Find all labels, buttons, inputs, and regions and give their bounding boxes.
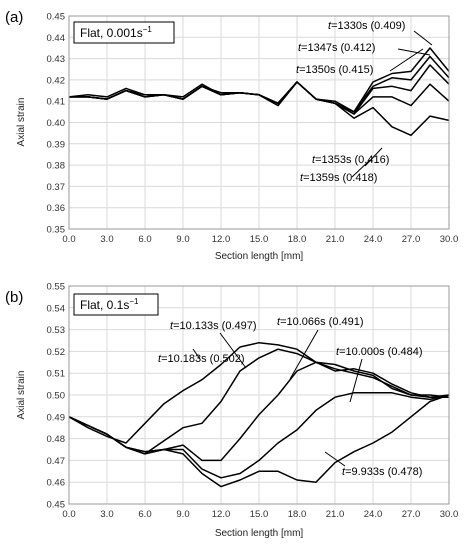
y-axis-label-b: Axial strain (16, 371, 27, 420)
x-tick-label: 3.0 (100, 234, 113, 245)
x-tick-label: 3.0 (100, 509, 113, 520)
annotation-label: t=1330s (0.409) (328, 20, 405, 32)
y-tick-label: 0.38 (47, 161, 66, 172)
y-tick-label: 0.44 (47, 33, 66, 44)
x-tick-label: 18.0 (288, 234, 307, 245)
x-tick-label: 12.0 (212, 509, 231, 520)
annotation-leader (324, 451, 346, 467)
x-tick-label: 0.0 (62, 234, 75, 245)
annotation-label: t=1359s (0.418) (300, 172, 377, 184)
x-tick-label: 27.0 (402, 234, 421, 245)
annotation-label: t=1347s (0.412) (298, 42, 375, 54)
y-tick-label: 0.45 (47, 500, 66, 511)
x-tick-label: 0.0 (62, 509, 75, 520)
annotation-leader (289, 329, 319, 380)
annotation-label: t=10.000s (0.484) (336, 346, 423, 358)
x-ticks-b: 0.0 3.0 6.0 9.0 12.0 15.0 18.0 21.0 24.0 27.0 30.0 (62, 509, 458, 520)
annotation-leader (351, 159, 371, 178)
y-tick-label: 0.45 (47, 12, 66, 23)
x-tick-label: 30.0 (440, 509, 459, 520)
panel-a: (a) 0.0 3.0 6.0 9.0 12.0 15.0 18.0 21.0 24.0 27.0… (5, 9, 458, 262)
y-tick-label: 0.47 (47, 456, 66, 467)
series-line-1330s (69, 81, 450, 137)
x-tick-label: 18.0 (288, 509, 307, 520)
x-tick-label: 6.0 (138, 509, 151, 520)
x-ticks-a: 0.0 3.0 6.0 9.0 12.0 15.0 18.0 21.0 24.0 27.0 30.0 (62, 234, 458, 245)
x-tick-label: 21.0 (326, 234, 345, 245)
y-tick-label: 0.55 (47, 282, 66, 293)
y-tick-label: 0.36 (47, 203, 66, 214)
panel-b: (b) 0.0 3.0 6.0 9.0 12.0 15.0 18.0 21.0 24.0 27.0… (5, 282, 458, 540)
condition-main-b: Flat, 0.1s (80, 298, 129, 312)
plot-area-b (68, 285, 450, 505)
series-line-10-183s (68, 341, 449, 444)
panel-label-a: (a) (5, 9, 23, 26)
annotations-b: t=10.183s (0.502) t=10.133s (0.497) t=10.0… (158, 316, 423, 478)
series-group-a (68, 47, 450, 137)
annotation-label: t=10.066s (0.491) (277, 316, 364, 328)
x-tick-label: 24.0 (364, 234, 383, 245)
y-tick-label: 0.48 (47, 434, 66, 445)
x-tick-label: 15.0 (250, 234, 269, 245)
annotation-leader (219, 332, 247, 369)
x-tick-label: 12.0 (212, 234, 231, 245)
annotation-label: t=10.133s (0.497) (170, 320, 257, 332)
y-tick-label: 0.52 (47, 347, 66, 358)
panel-label-b: (b) (5, 289, 23, 306)
x-tick-label: 6.0 (138, 234, 151, 245)
annotation-label: t=1353s (0.416) (312, 154, 389, 166)
condition-text-a: Flat, 0.001s−1 (80, 25, 152, 40)
annotation-leader (413, 30, 433, 46)
y-tick-label: 0.39 (47, 139, 66, 150)
x-tick-label: 30.0 (440, 234, 459, 245)
series-line-9-933s (68, 394, 450, 488)
y-tick-label: 0.53 (47, 325, 66, 336)
y-tick-label: 0.54 (47, 303, 66, 314)
condition-exp-b: −1 (129, 297, 139, 306)
x-tick-label: 24.0 (364, 509, 383, 520)
y-ticks-b: 0.45 0.46 0.47 0.48 0.49 0.50 0.51 0.52 0.53 0.54… (47, 282, 66, 511)
y-tick-label: 0.42 (47, 75, 66, 86)
condition-exp-a: −1 (143, 25, 153, 34)
x-tick-label: 21.0 (326, 509, 345, 520)
annotation-leader (349, 358, 363, 403)
annotation-leader (397, 48, 431, 56)
series-group-b (68, 341, 450, 488)
annotation-label: t=1350s (0.415) (296, 64, 373, 76)
grid-a (68, 15, 450, 230)
x-axis-label-b: Section length [mm] (215, 528, 304, 539)
condition-box-b (73, 293, 159, 316)
x-tick-label: 9.0 (176, 234, 189, 245)
annotation-leader (192, 348, 201, 360)
annotation-label: t=9.933s (0.478) (342, 466, 422, 478)
annotation-label: t=10.183s (0.502) (158, 353, 245, 365)
x-axis-label-a: Section length [mm] (215, 251, 304, 262)
y-tick-label: 0.50 (47, 391, 66, 402)
y-tick-label: 0.35 (47, 225, 66, 236)
y-tick-label: 0.43 (47, 54, 66, 65)
y-tick-label: 0.37 (47, 182, 66, 193)
y-ticks-a: 0.35 0.36 0.37 0.38 0.39 0.40 0.41 0.42 0.43 0.44… (47, 12, 66, 236)
annotations-a: t=1359s (0.418) t=1353s (0.416) t=1350s (0… (296, 20, 433, 184)
annotation-leader (364, 147, 383, 167)
plot-area-a (68, 15, 450, 230)
x-tick-label: 27.0 (402, 509, 421, 520)
y-tick-label: 0.49 (47, 412, 66, 423)
y-axis-label-a: Axial strain (16, 98, 27, 147)
condition-text-b: Flat, 0.1s−1 (80, 297, 139, 312)
x-tick-label: 15.0 (250, 509, 269, 520)
condition-main-a: Flat, 0.001s (80, 26, 143, 40)
x-tick-label: 9.0 (176, 509, 189, 520)
y-tick-label: 0.41 (47, 97, 66, 108)
y-tick-label: 0.51 (47, 369, 66, 380)
y-tick-label: 0.46 (47, 478, 66, 489)
condition-box-a (73, 21, 175, 44)
y-tick-label: 0.40 (47, 118, 66, 129)
